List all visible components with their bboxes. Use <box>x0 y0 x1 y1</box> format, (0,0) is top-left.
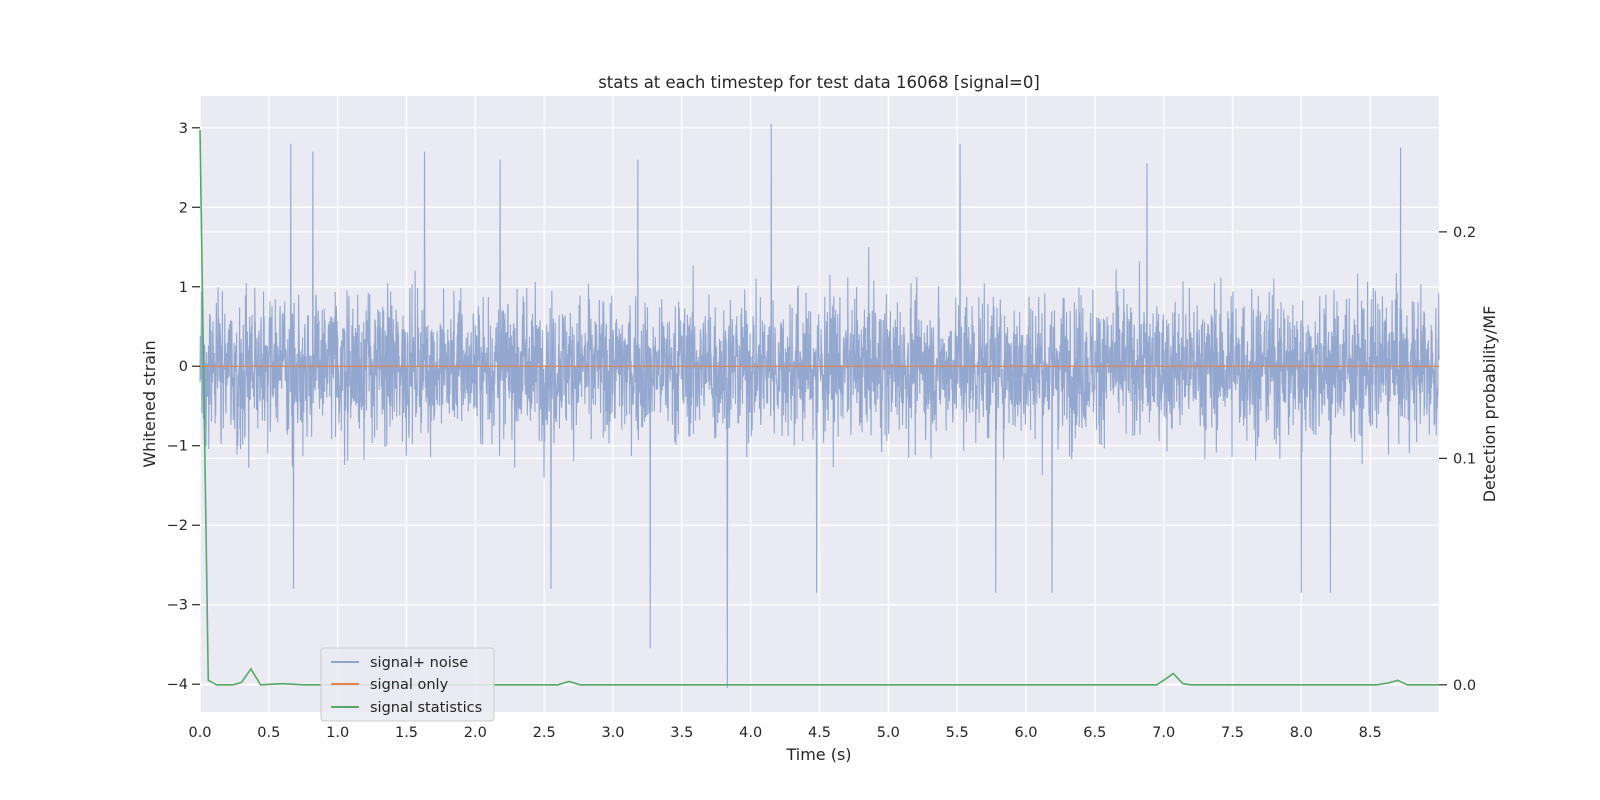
y2-tick-label: 0.1 <box>1453 451 1476 467</box>
y2-axis-ticks: 0.2 0.1 0.0 <box>1439 225 1476 694</box>
legend-label-signal-noise: signal+ noise <box>370 655 468 671</box>
x-tick-label: 5.5 <box>946 725 969 741</box>
x-tick-label: 8.5 <box>1359 725 1382 741</box>
chart-title: stats at each timestep for test data 160… <box>598 73 1040 92</box>
x-tick-label: 4.0 <box>739 725 762 741</box>
y-tick-label: −4 <box>167 677 188 693</box>
x-tick-label: 0.5 <box>257 725 280 741</box>
x-tick-label: 6.0 <box>1014 725 1037 741</box>
legend-label-signal-statistics: signal statistics <box>370 700 482 716</box>
x-tick-label: 3.5 <box>670 725 693 741</box>
x-tick-label: 2.5 <box>533 725 556 741</box>
x-tick-label: 8.0 <box>1290 725 1313 741</box>
y-tick-label: −2 <box>167 518 188 534</box>
x-axis-ticks: 0.0 0.5 1.0 1.5 2.0 2.5 3.0 3.5 4.0 4.5 5.0 5.5 6.0 6… <box>188 725 1381 741</box>
y-tick-label: 1 <box>179 280 188 296</box>
x-tick-label: 7.5 <box>1221 725 1244 741</box>
legend-box <box>320 647 495 722</box>
y-tick-label: 2 <box>179 200 188 216</box>
legend: signal+ noise signal only signal statist… <box>320 647 495 722</box>
x-tick-label: 3.0 <box>601 725 624 741</box>
y-tick-label: −1 <box>167 439 188 455</box>
x-tick-label: 4.5 <box>808 725 831 741</box>
y2-tick-label: 0.0 <box>1453 678 1476 694</box>
y2-axis-label: Detection probability/MF <box>1480 306 1499 503</box>
y-axis-label: Whitened strain <box>140 340 159 467</box>
y-tick-label: 3 <box>179 121 188 137</box>
x-tick-label: 7.0 <box>1152 725 1175 741</box>
signal-noise-line <box>199 123 1440 689</box>
x-tick-label: 6.5 <box>1083 725 1106 741</box>
x-tick-label: 0.0 <box>188 725 211 741</box>
y-tick-label: 0 <box>179 359 188 375</box>
series-signal-noise <box>199 123 1440 689</box>
x-tick-label: 5.0 <box>877 725 900 741</box>
y2-tick-label: 0.2 <box>1453 225 1476 241</box>
x-tick-label: 1.5 <box>395 725 418 741</box>
x-tick-label: 1.0 <box>326 725 349 741</box>
y-tick-label: −3 <box>167 598 188 614</box>
signal-statistics-line <box>199 129 1439 686</box>
x-tick-label: 2.0 <box>464 725 487 741</box>
series-signal-statistics <box>199 129 1439 686</box>
y-axis-ticks: 3 2 1 0 −1 −2 −3 −4 <box>167 121 200 693</box>
x-axis-label: Time (s) <box>785 745 851 764</box>
legend-label-signal-only: signal only <box>370 677 449 693</box>
